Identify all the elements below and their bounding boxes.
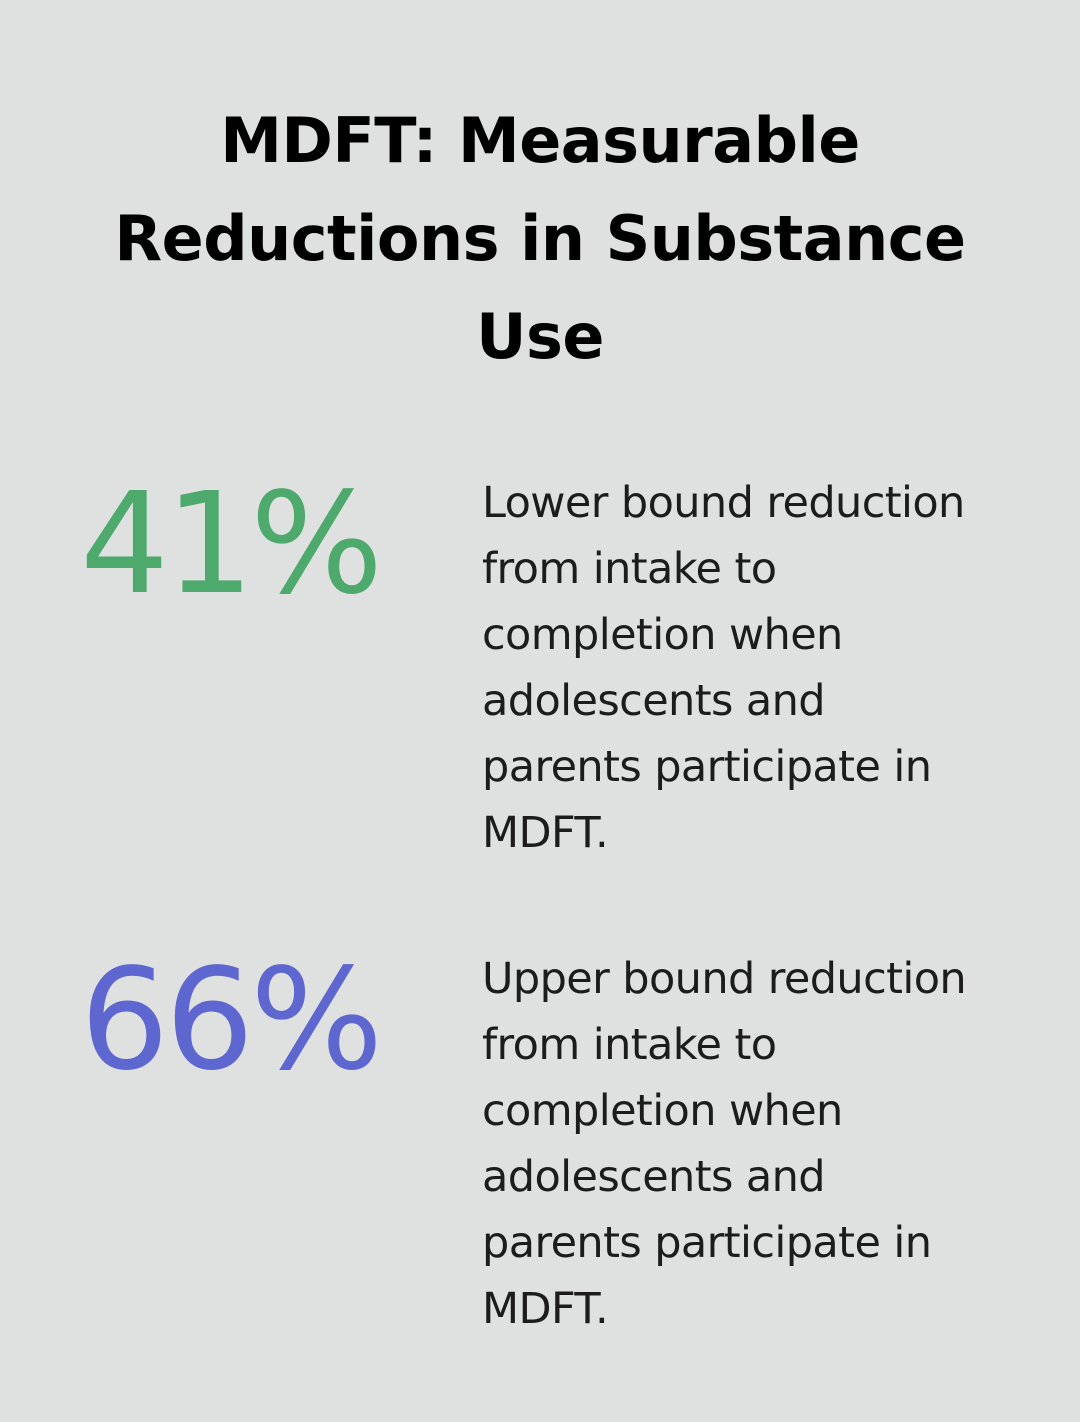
stat-block-upper-bound: 66% Upper bound reduction from intake to…: [0, 946, 1080, 1366]
stat-value-upper-bound: 66%: [80, 939, 383, 1102]
stat-description-upper-bound: Upper bound reduction from intake to com…: [482, 954, 967, 1334]
page-title: MDFT: Measurable Reductions in Substance…: [114, 104, 966, 373]
stat-block-lower-bound: 41% Lower bound reduction from intake to…: [0, 470, 1080, 890]
stat-value-lower-bound: 41%: [80, 463, 383, 626]
stat-description-lower-bound: Lower bound reduction from intake to com…: [482, 478, 965, 858]
